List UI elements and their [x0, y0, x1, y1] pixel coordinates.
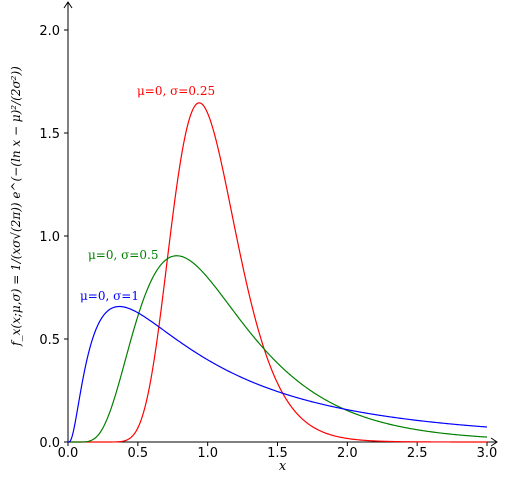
x-tick-label: 1.5: [267, 446, 288, 461]
x-axis-label: x: [279, 459, 287, 474]
x-tick-label: 2.5: [407, 446, 428, 461]
series-line: [67, 305, 488, 443]
y-tick-label: 1.0: [39, 230, 60, 245]
axes: [63, 1, 498, 447]
x-tick-label: 1.0: [197, 446, 218, 461]
series-annotations: μ=0, σ=0.25 μ=0, σ=0.5 μ=0, σ=1: [80, 84, 215, 303]
series-annotation: μ=0, σ=0.5: [88, 248, 158, 262]
x-axis-arrow: [490, 437, 498, 447]
y-tick-label: 1.5: [39, 127, 60, 142]
x-tick-label: 2.0: [337, 446, 358, 461]
series-annotation: μ=0, σ=0.25: [137, 84, 215, 98]
series-line: [68, 102, 487, 443]
series-lines: [67, 102, 488, 443]
x-tick-label: 0.5: [127, 446, 148, 461]
x-tick-label: 0.0: [58, 446, 79, 461]
series-annotation: μ=0, σ=1: [80, 289, 139, 303]
x-ticks: 0.0 0.5 1.0 1.5 2.0 2.5 3.0: [58, 442, 498, 461]
y-axis-arrow: [63, 1, 73, 9]
y-axis-label: f_x(x;μ,σ) = 1/(xσ√(2π)) e^(−(ln x − μ)²…: [9, 66, 23, 347]
y-tick-label: 0.0: [39, 436, 60, 451]
series-line: [68, 255, 488, 443]
y-tick-label: 2.0: [39, 24, 60, 39]
y-tick-label: 0.5: [39, 333, 60, 348]
x-tick-label: 3.0: [477, 446, 498, 461]
y-ticks: 0.0 0.5 1.0 1.5 2.0: [39, 24, 68, 451]
